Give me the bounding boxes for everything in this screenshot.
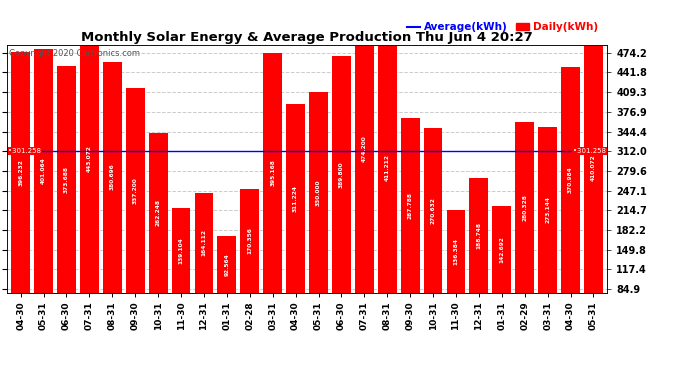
Legend: Average(kWh), Daily(kWh): Average(kWh), Daily(kWh) xyxy=(403,18,602,36)
Bar xyxy=(332,56,351,292)
Bar xyxy=(378,43,397,292)
Bar xyxy=(355,5,374,292)
Text: 411.212: 411.212 xyxy=(385,154,390,181)
Bar xyxy=(217,236,236,292)
Text: 170.356: 170.356 xyxy=(247,227,253,254)
Text: 280.328: 280.328 xyxy=(522,194,527,221)
Text: 311.224: 311.224 xyxy=(293,184,298,211)
Bar xyxy=(103,62,121,292)
Bar xyxy=(172,208,190,292)
Text: 330.000: 330.000 xyxy=(316,179,321,206)
Bar xyxy=(424,128,442,292)
Bar xyxy=(561,68,580,292)
Text: 262.248: 262.248 xyxy=(156,200,161,226)
Bar xyxy=(240,189,259,292)
Text: 373.688: 373.688 xyxy=(64,166,69,193)
Text: 389.800: 389.800 xyxy=(339,161,344,188)
Text: 287.788: 287.788 xyxy=(408,192,413,219)
Bar xyxy=(309,92,328,292)
Bar xyxy=(584,44,603,292)
Bar xyxy=(446,210,465,292)
Text: 139.104: 139.104 xyxy=(179,237,184,264)
Text: 136.384: 136.384 xyxy=(453,238,458,265)
Bar xyxy=(80,24,99,293)
Text: •301.258: •301.258 xyxy=(573,148,606,154)
Text: 443.072: 443.072 xyxy=(87,145,92,171)
Text: 142.692: 142.692 xyxy=(500,236,504,262)
Bar xyxy=(286,104,305,292)
Text: 410.072: 410.072 xyxy=(591,155,596,182)
Text: 270.632: 270.632 xyxy=(431,197,435,224)
Text: 273.144: 273.144 xyxy=(545,196,550,223)
Bar xyxy=(11,52,30,292)
Text: 474.200: 474.200 xyxy=(362,135,367,162)
Bar xyxy=(469,178,489,292)
Bar xyxy=(195,193,213,292)
Text: 92.564: 92.564 xyxy=(224,253,229,276)
Text: •301.258: •301.258 xyxy=(8,148,41,154)
Text: 164.112: 164.112 xyxy=(201,229,206,256)
Bar xyxy=(34,49,53,292)
Text: 380.696: 380.696 xyxy=(110,164,115,190)
Title: Monthly Solar Energy & Average Production Thu Jun 4 20:27: Monthly Solar Energy & Average Productio… xyxy=(81,31,533,44)
Text: 401.064: 401.064 xyxy=(41,158,46,184)
Bar xyxy=(401,118,420,292)
Text: 395.168: 395.168 xyxy=(270,159,275,186)
Text: 337.200: 337.200 xyxy=(132,177,138,204)
Bar xyxy=(264,53,282,292)
Text: 396.232: 396.232 xyxy=(18,159,23,186)
Bar xyxy=(149,134,168,292)
Bar xyxy=(515,123,534,292)
Bar xyxy=(538,127,557,292)
Text: 370.984: 370.984 xyxy=(568,166,573,194)
Bar xyxy=(493,206,511,292)
Text: 188.748: 188.748 xyxy=(476,222,482,249)
Bar xyxy=(126,88,145,292)
Bar xyxy=(57,66,76,292)
Text: Copyright 2020 Cartronics.com: Copyright 2020 Cartronics.com xyxy=(9,50,140,58)
